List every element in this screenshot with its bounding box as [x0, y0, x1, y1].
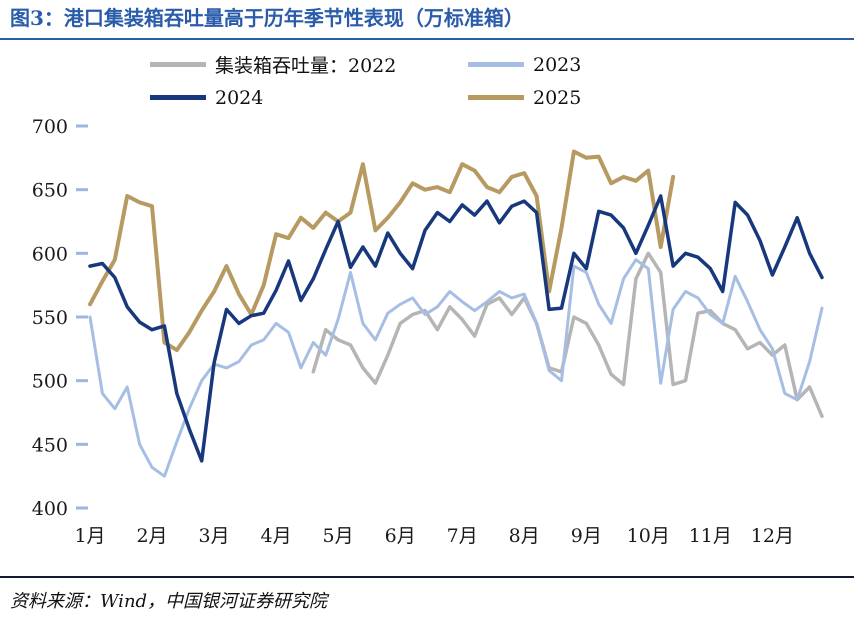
- series-line-2024: [88, 194, 824, 463]
- x-tick-label: 3月: [199, 525, 230, 547]
- y-tick-label: 700: [32, 116, 68, 138]
- legend-label-2022: 集装箱吞吐量：2022: [215, 55, 397, 77]
- legend-swatch-2022: [150, 62, 206, 67]
- y-tick-label: 650: [32, 180, 68, 202]
- y-tick-label: 400: [32, 498, 68, 520]
- legend-item-2023: 2023: [468, 52, 854, 77]
- x-tick-label: 2月: [136, 525, 167, 547]
- legend-label-2023: 2023: [533, 53, 582, 76]
- footer-divider: [0, 576, 854, 578]
- x-tick-label: 12月: [751, 525, 794, 547]
- legend-label-2025: 2025: [533, 86, 582, 109]
- y-tick-label: 550: [32, 307, 68, 329]
- y-tick-label: 450: [32, 434, 68, 456]
- figure-title: 图3：港口集装箱吞吐量高于历年季节性表现（万标准箱）: [10, 6, 524, 30]
- x-tick-label: 6月: [385, 525, 416, 547]
- legend-item-2024: 2024: [150, 85, 468, 110]
- x-tick-label: 8月: [509, 525, 540, 547]
- y-tick-label: 600: [32, 243, 68, 265]
- x-tick-label: 4月: [261, 525, 292, 547]
- legend-item-2022: 集装箱吞吐量：2022: [150, 52, 468, 77]
- title-divider: [0, 38, 854, 40]
- x-tick-label: 11月: [689, 525, 732, 547]
- series-line-2025: [88, 149, 676, 353]
- x-tick-label: 7月: [447, 525, 478, 547]
- legend-swatch-2024: [150, 95, 206, 100]
- x-tick-label: 10月: [627, 525, 670, 547]
- line-chart: 400 450 500 550 600 650 700 1月 2月 3月 4月 5月 6月 7月 8月 9月 1…: [32, 116, 824, 547]
- x-tick-label: 5月: [323, 525, 354, 547]
- chart-legend: 集装箱吞吐量：2022 2023 2024 2025: [150, 52, 854, 110]
- series-line-2023: [88, 258, 824, 478]
- legend-item-2025: 2025: [468, 85, 854, 110]
- source-note: 资料来源：Wind，中国银河证券研究院: [10, 591, 328, 612]
- y-tick-label: 500: [32, 371, 68, 393]
- x-tick-label: 9月: [571, 525, 602, 547]
- legend-label-2024: 2024: [215, 86, 264, 109]
- x-tick-label: 1月: [74, 525, 105, 547]
- legend-swatch-2025: [468, 95, 524, 100]
- legend-swatch-2023: [468, 62, 524, 67]
- series-line-2022: [311, 251, 824, 419]
